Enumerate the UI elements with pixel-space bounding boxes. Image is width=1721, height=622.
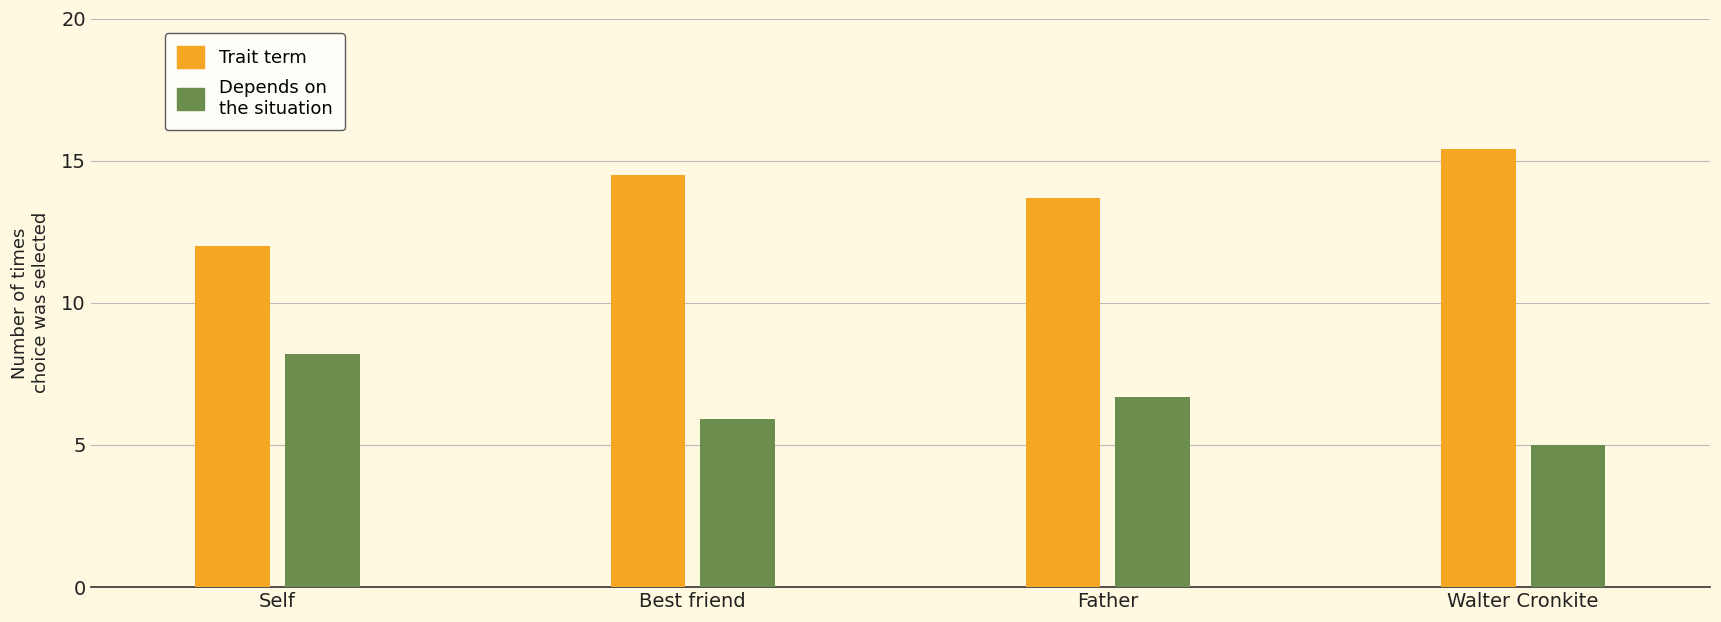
Bar	[196, 246, 270, 587]
Bar	[1115, 397, 1191, 587]
Bar	[1026, 198, 1100, 587]
Bar	[1440, 149, 1516, 587]
Y-axis label: Number of times
choice was selected: Number of times choice was selected	[10, 212, 50, 394]
Legend: Trait term, Depends on
the situation: Trait term, Depends on the situation	[165, 34, 346, 130]
Bar	[611, 175, 685, 587]
Bar	[1530, 445, 1606, 587]
Bar	[286, 354, 360, 587]
Bar	[700, 419, 774, 587]
